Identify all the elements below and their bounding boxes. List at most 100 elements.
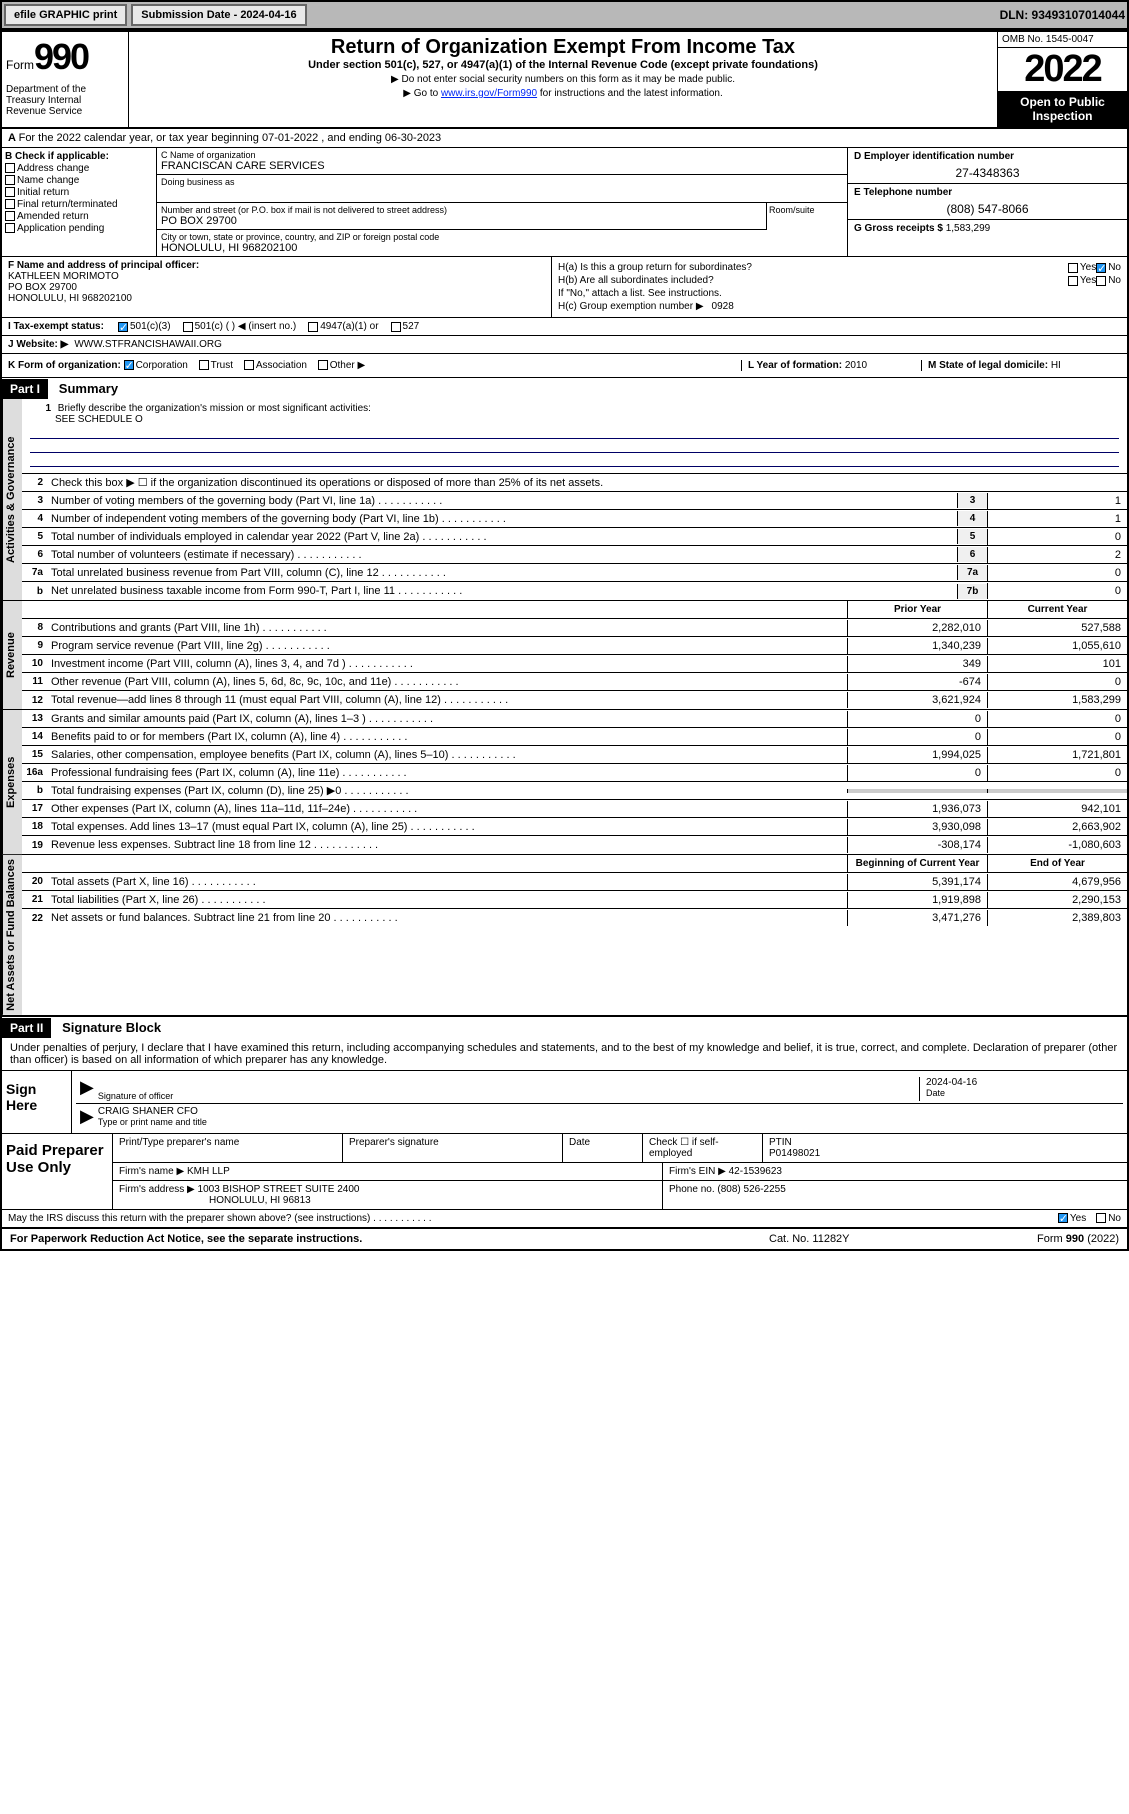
- line-num: b: [22, 586, 47, 597]
- current-val: [987, 789, 1127, 793]
- q2: Check this box ▶ ☐ if the organization d…: [47, 474, 1127, 491]
- prior-val: 1,919,898: [847, 892, 987, 908]
- line-text: Number of voting members of the governin…: [47, 493, 957, 509]
- efile-button[interactable]: efile GRAPHIC print: [4, 4, 127, 26]
- cb-hb-no[interactable]: [1096, 276, 1106, 286]
- cb-trust[interactable]: [199, 360, 209, 370]
- department: Department of the Treasury Internal Reve…: [6, 84, 124, 117]
- org-name: FRANCISCAN CARE SERVICES: [161, 160, 843, 172]
- line-num: 18: [22, 821, 47, 832]
- cb-pending[interactable]: [5, 223, 15, 233]
- sig-officer-label: Signature of officer: [98, 1091, 919, 1101]
- prior-val: 3,621,924: [847, 692, 987, 708]
- part1: Part I Summary Activities & Governance 1…: [0, 378, 1129, 1017]
- cb-amended[interactable]: [5, 211, 15, 221]
- sig-date: 2024-04-16: [926, 1077, 1119, 1088]
- ptin-label: PTIN: [769, 1137, 792, 1148]
- cb-final[interactable]: [5, 199, 15, 209]
- line-text: Total unrelated business revenue from Pa…: [47, 565, 957, 581]
- current-val: 2,290,153: [987, 892, 1127, 908]
- period-row: A For the 2022 calendar year, or tax yea…: [0, 129, 1129, 148]
- website-label: J Website: ▶: [8, 339, 68, 350]
- footer: For Paperwork Reduction Act Notice, see …: [0, 1229, 1129, 1251]
- cb-501c3[interactable]: [118, 322, 128, 332]
- end-year-h: End of Year: [987, 855, 1127, 872]
- note-link: ▶ Go to www.irs.gov/Form990 for instruct…: [139, 88, 987, 99]
- k-row: K Form of organization: Corporation Trus…: [0, 354, 1129, 378]
- prior-year-h: Prior Year: [847, 601, 987, 618]
- cb-4947[interactable]: [308, 322, 318, 332]
- cb-discuss-yes[interactable]: [1058, 1213, 1068, 1223]
- line-num: 3: [22, 495, 47, 506]
- website-row: J Website: ▶ WWW.STFRANCISHAWAII.ORG: [0, 336, 1129, 354]
- line-val: 0: [987, 583, 1127, 599]
- cb-hb-yes[interactable]: [1068, 276, 1078, 286]
- line-text: Net assets or fund balances. Subtract li…: [47, 910, 847, 926]
- line-num: 7a: [22, 567, 47, 578]
- cb-discuss-no[interactable]: [1096, 1213, 1106, 1223]
- line-num: 22: [22, 913, 47, 924]
- current-val: 2,389,803: [987, 910, 1127, 926]
- section-b: B Check if applicable: Address change Na…: [2, 148, 157, 256]
- cb-ha-no[interactable]: [1096, 263, 1106, 273]
- line-box: 7b: [957, 584, 987, 599]
- ein: 27-4348363: [854, 166, 1121, 180]
- city: HONOLULU, HI 968202100: [161, 242, 843, 254]
- ein-label: D Employer identification number: [854, 151, 1121, 162]
- paid-preparer-label: Paid Preparer Use Only: [2, 1134, 112, 1209]
- cb-corp[interactable]: [124, 360, 134, 370]
- dba-label: Doing business as: [161, 177, 843, 187]
- m-val: HI: [1051, 360, 1061, 371]
- arrow-icon: ▶: [80, 1077, 94, 1101]
- prep-date-label: Date: [563, 1134, 643, 1162]
- header-right: OMB No. 1545-0047 2022 Open to Public In…: [997, 32, 1127, 127]
- prior-val: -308,174: [847, 837, 987, 853]
- cb-address[interactable]: [5, 163, 15, 173]
- irs-link[interactable]: www.irs.gov/Form990: [441, 88, 537, 99]
- footer-mid: Cat. No. 11282Y: [769, 1233, 969, 1245]
- current-val: 0: [987, 711, 1127, 727]
- preparer-row: Paid Preparer Use Only Print/Type prepar…: [2, 1133, 1127, 1209]
- line-text: Total expenses. Add lines 13–17 (must eq…: [47, 819, 847, 835]
- topbar: efile GRAPHIC print Submission Date - 20…: [0, 0, 1129, 30]
- current-val: 2,663,902: [987, 819, 1127, 835]
- cb-other[interactable]: [318, 360, 328, 370]
- line-text: Investment income (Part VIII, column (A)…: [47, 656, 847, 672]
- section-h: H(a) Is this a group return for subordin…: [552, 257, 1127, 317]
- check-if: Check ☐ if self-employed: [643, 1134, 763, 1162]
- expenses-section: Expenses 13Grants and similar amounts pa…: [2, 710, 1127, 855]
- governance-section: Activities & Governance 1 Briefly descri…: [2, 399, 1127, 601]
- cb-initial[interactable]: [5, 187, 15, 197]
- phone: (808) 547-8066: [854, 202, 1121, 216]
- line-val: 1: [987, 511, 1127, 527]
- vert-governance: Activities & Governance: [2, 399, 22, 600]
- line-text: Salaries, other compensation, employee b…: [47, 747, 847, 763]
- gross-label: G Gross receipts $: [854, 223, 943, 234]
- cb-name[interactable]: [5, 175, 15, 185]
- part1-title: Summary: [51, 378, 126, 399]
- declaration: Under penalties of perjury, I declare th…: [2, 1038, 1127, 1070]
- q1-val: SEE SCHEDULE O: [55, 414, 1119, 425]
- officer-name: KATHLEEN MORIMOTO: [8, 271, 545, 282]
- discuss-label: May the IRS discuss this return with the…: [8, 1213, 1058, 1224]
- prior-val: 3,930,098: [847, 819, 987, 835]
- part2: Part II Signature Block Under penalties …: [0, 1017, 1129, 1229]
- type-name-label: Type or print name and title: [98, 1117, 207, 1127]
- cb-assoc[interactable]: [244, 360, 254, 370]
- line-text: Revenue less expenses. Subtract line 18 …: [47, 837, 847, 853]
- prep-phone-label: Phone no.: [669, 1184, 715, 1195]
- omb-number: OMB No. 1545-0047: [998, 32, 1127, 48]
- tax-year: 2022: [998, 48, 1127, 91]
- cb-501c[interactable]: [183, 322, 193, 332]
- period-a: A: [8, 132, 19, 144]
- prior-val: 0: [847, 711, 987, 727]
- line-num: 4: [22, 513, 47, 524]
- line-text: Program service revenue (Part VIII, line…: [47, 638, 847, 654]
- line-box: 7a: [957, 565, 987, 580]
- firm-name-label: Firm's name ▶: [119, 1166, 184, 1177]
- cb-ha-yes[interactable]: [1068, 263, 1078, 273]
- begin-year-h: Beginning of Current Year: [847, 855, 987, 872]
- cb-527[interactable]: [391, 322, 401, 332]
- line-val: 0: [987, 565, 1127, 581]
- footer-right: Form 990 (2022): [969, 1233, 1119, 1245]
